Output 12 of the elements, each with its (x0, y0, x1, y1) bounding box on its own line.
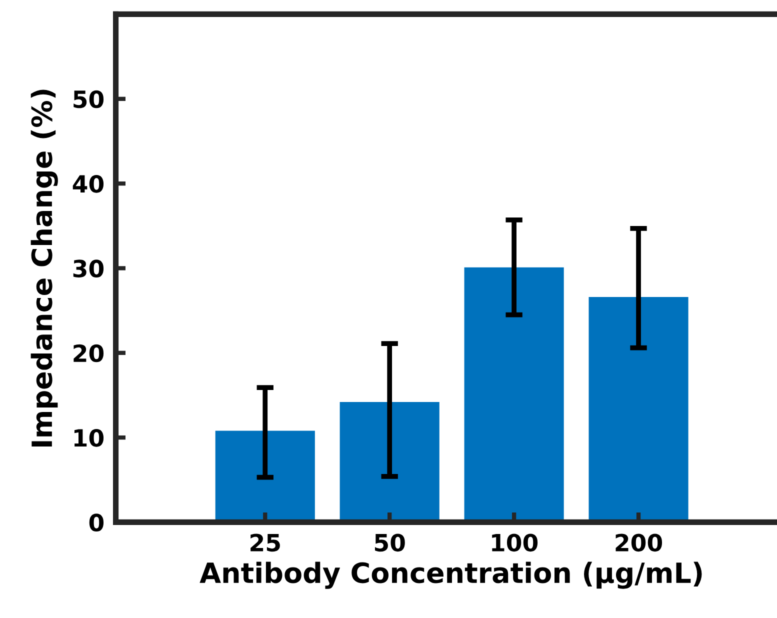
x-tick-label: 100 (492, 534, 538, 552)
x-axis-title: Antibody Concentration (µg/mL) (200, 562, 702, 589)
y-tick-label: 30 (73, 260, 104, 278)
x-tick-label: 50 (374, 534, 405, 552)
y-tick-label: 0 (89, 514, 104, 532)
y-tick-label: 40 (72, 174, 104, 193)
y-tick-label: 50 (74, 90, 104, 108)
x-tick-label: 200 (616, 534, 662, 552)
y-tick-label: 10 (74, 428, 104, 447)
y-axis-title: Impedance Change (%) (30, 90, 58, 446)
x-tick-label: 25 (250, 534, 280, 552)
y-tick-label: 20 (74, 344, 104, 362)
